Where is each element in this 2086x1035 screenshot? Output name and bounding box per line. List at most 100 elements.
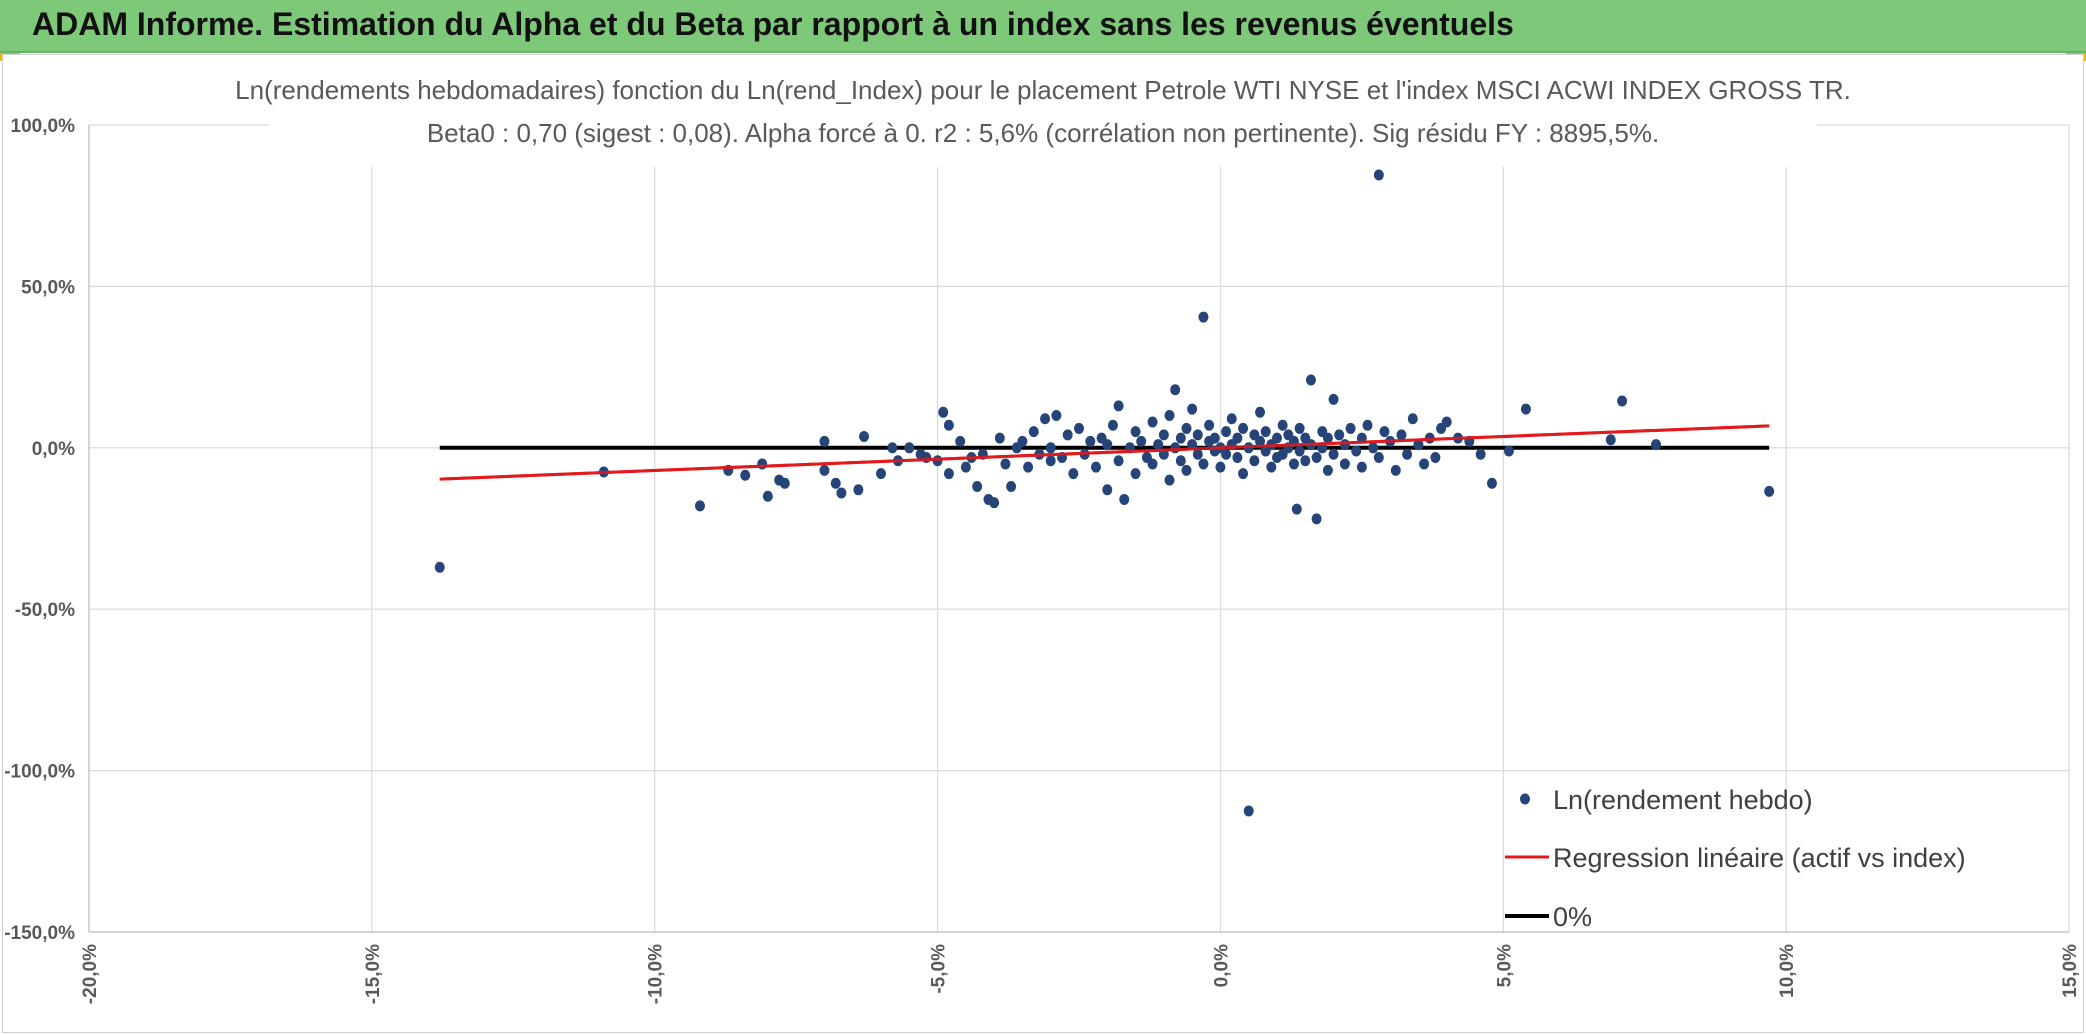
data-point bbox=[1764, 485, 1775, 497]
data-point bbox=[836, 487, 847, 499]
y-tick-label: -100,0% bbox=[4, 762, 75, 783]
data-point bbox=[1260, 426, 1271, 438]
data-point bbox=[1170, 442, 1181, 454]
chart-subtitle: Beta0 : 0,70 (sigest : 0,08). Alpha forc… bbox=[427, 118, 1659, 148]
data-point bbox=[1187, 403, 1198, 415]
data-point bbox=[1322, 464, 1333, 476]
data-point bbox=[1368, 442, 1379, 454]
data-point bbox=[1266, 461, 1277, 473]
y-tick-label: 0,0% bbox=[32, 439, 75, 460]
data-point bbox=[1062, 429, 1073, 441]
data-point bbox=[1362, 419, 1373, 431]
data-point bbox=[694, 500, 705, 512]
y-tick-label: -50,0% bbox=[15, 600, 75, 621]
data-point bbox=[1243, 805, 1254, 817]
data-point bbox=[1413, 439, 1424, 451]
data-point bbox=[1328, 393, 1339, 405]
data-point bbox=[1102, 439, 1113, 451]
title-background bbox=[269, 63, 1817, 167]
data-point bbox=[1419, 458, 1430, 470]
data-point bbox=[1294, 445, 1305, 457]
data-point bbox=[1204, 419, 1215, 431]
y-tick-label: 100,0% bbox=[11, 116, 76, 137]
report-title: ADAM Informe. Estimation du Alpha et du … bbox=[32, 6, 1514, 42]
data-point bbox=[1045, 442, 1056, 454]
data-point bbox=[830, 477, 841, 489]
data-point bbox=[1351, 445, 1362, 457]
data-point bbox=[1396, 429, 1407, 441]
data-point bbox=[1232, 432, 1243, 444]
data-point bbox=[1345, 422, 1356, 434]
data-point bbox=[1475, 448, 1486, 460]
data-point bbox=[1164, 474, 1175, 486]
data-point bbox=[1113, 455, 1124, 467]
data-point bbox=[1198, 458, 1209, 470]
chart-title: Ln(rendements hebdomadaires) fonction du… bbox=[235, 75, 1851, 105]
data-point bbox=[1130, 468, 1141, 480]
x-tick-label: -20,0% bbox=[80, 944, 101, 1004]
data-point bbox=[1040, 413, 1051, 425]
data-point bbox=[1181, 422, 1192, 434]
x-tick-label: -15,0% bbox=[363, 944, 384, 1004]
data-point bbox=[1373, 169, 1384, 181]
data-point bbox=[1113, 400, 1124, 412]
data-point bbox=[1147, 416, 1158, 428]
data-point bbox=[1255, 406, 1266, 418]
data-point bbox=[1068, 468, 1079, 480]
x-tick-label: 15,0% bbox=[2060, 944, 2081, 998]
data-point bbox=[1175, 455, 1186, 467]
data-point bbox=[1187, 439, 1198, 451]
data-point bbox=[1288, 458, 1299, 470]
data-point bbox=[1017, 435, 1028, 447]
data-point bbox=[943, 419, 954, 431]
x-tick-label: -10,0% bbox=[646, 944, 667, 1004]
data-point bbox=[1503, 445, 1514, 457]
data-point bbox=[904, 442, 915, 454]
data-point bbox=[1300, 455, 1311, 467]
data-point bbox=[1294, 422, 1305, 434]
data-point bbox=[1136, 435, 1147, 447]
data-point bbox=[1181, 464, 1192, 476]
data-point bbox=[1147, 458, 1158, 470]
data-point bbox=[1441, 416, 1452, 428]
data-point bbox=[1407, 413, 1418, 425]
data-point bbox=[1085, 435, 1096, 447]
data-point bbox=[1192, 448, 1203, 460]
data-point bbox=[1402, 448, 1413, 460]
data-point bbox=[1006, 481, 1017, 493]
data-point bbox=[1277, 419, 1288, 431]
data-point bbox=[1322, 432, 1333, 444]
data-point bbox=[1311, 451, 1322, 463]
data-point bbox=[1305, 374, 1316, 386]
data-point bbox=[1221, 448, 1232, 460]
data-point bbox=[1605, 434, 1616, 446]
data-point bbox=[1158, 429, 1169, 441]
data-point bbox=[1379, 426, 1390, 438]
data-point bbox=[1334, 429, 1345, 441]
data-point bbox=[989, 497, 1000, 509]
data-point bbox=[1051, 410, 1062, 422]
data-point bbox=[1170, 384, 1181, 396]
data-point bbox=[972, 481, 983, 493]
x-tick-label: -5,0% bbox=[929, 944, 950, 994]
data-point bbox=[762, 490, 773, 502]
data-point bbox=[1023, 461, 1034, 473]
data-point bbox=[994, 432, 1005, 444]
data-point bbox=[1339, 439, 1350, 451]
data-point bbox=[1249, 455, 1260, 467]
data-point bbox=[1311, 513, 1322, 525]
x-tick-label: 10,0% bbox=[1777, 944, 1798, 998]
chart-area: Ln(rendements hebdomadaires) fonction du… bbox=[2, 54, 2084, 1033]
data-point bbox=[1291, 503, 1302, 515]
data-point bbox=[1028, 426, 1039, 438]
data-point bbox=[1226, 413, 1237, 425]
data-point bbox=[1272, 432, 1282, 444]
y-tick-label: 50,0% bbox=[21, 277, 75, 298]
data-point bbox=[1520, 403, 1531, 415]
x-tick-label: 5,0% bbox=[1494, 944, 1515, 987]
data-point bbox=[1232, 451, 1243, 463]
data-point bbox=[819, 435, 830, 447]
data-point bbox=[1119, 493, 1130, 505]
legend-entry: 0% bbox=[1553, 902, 1592, 932]
data-point bbox=[876, 468, 886, 480]
